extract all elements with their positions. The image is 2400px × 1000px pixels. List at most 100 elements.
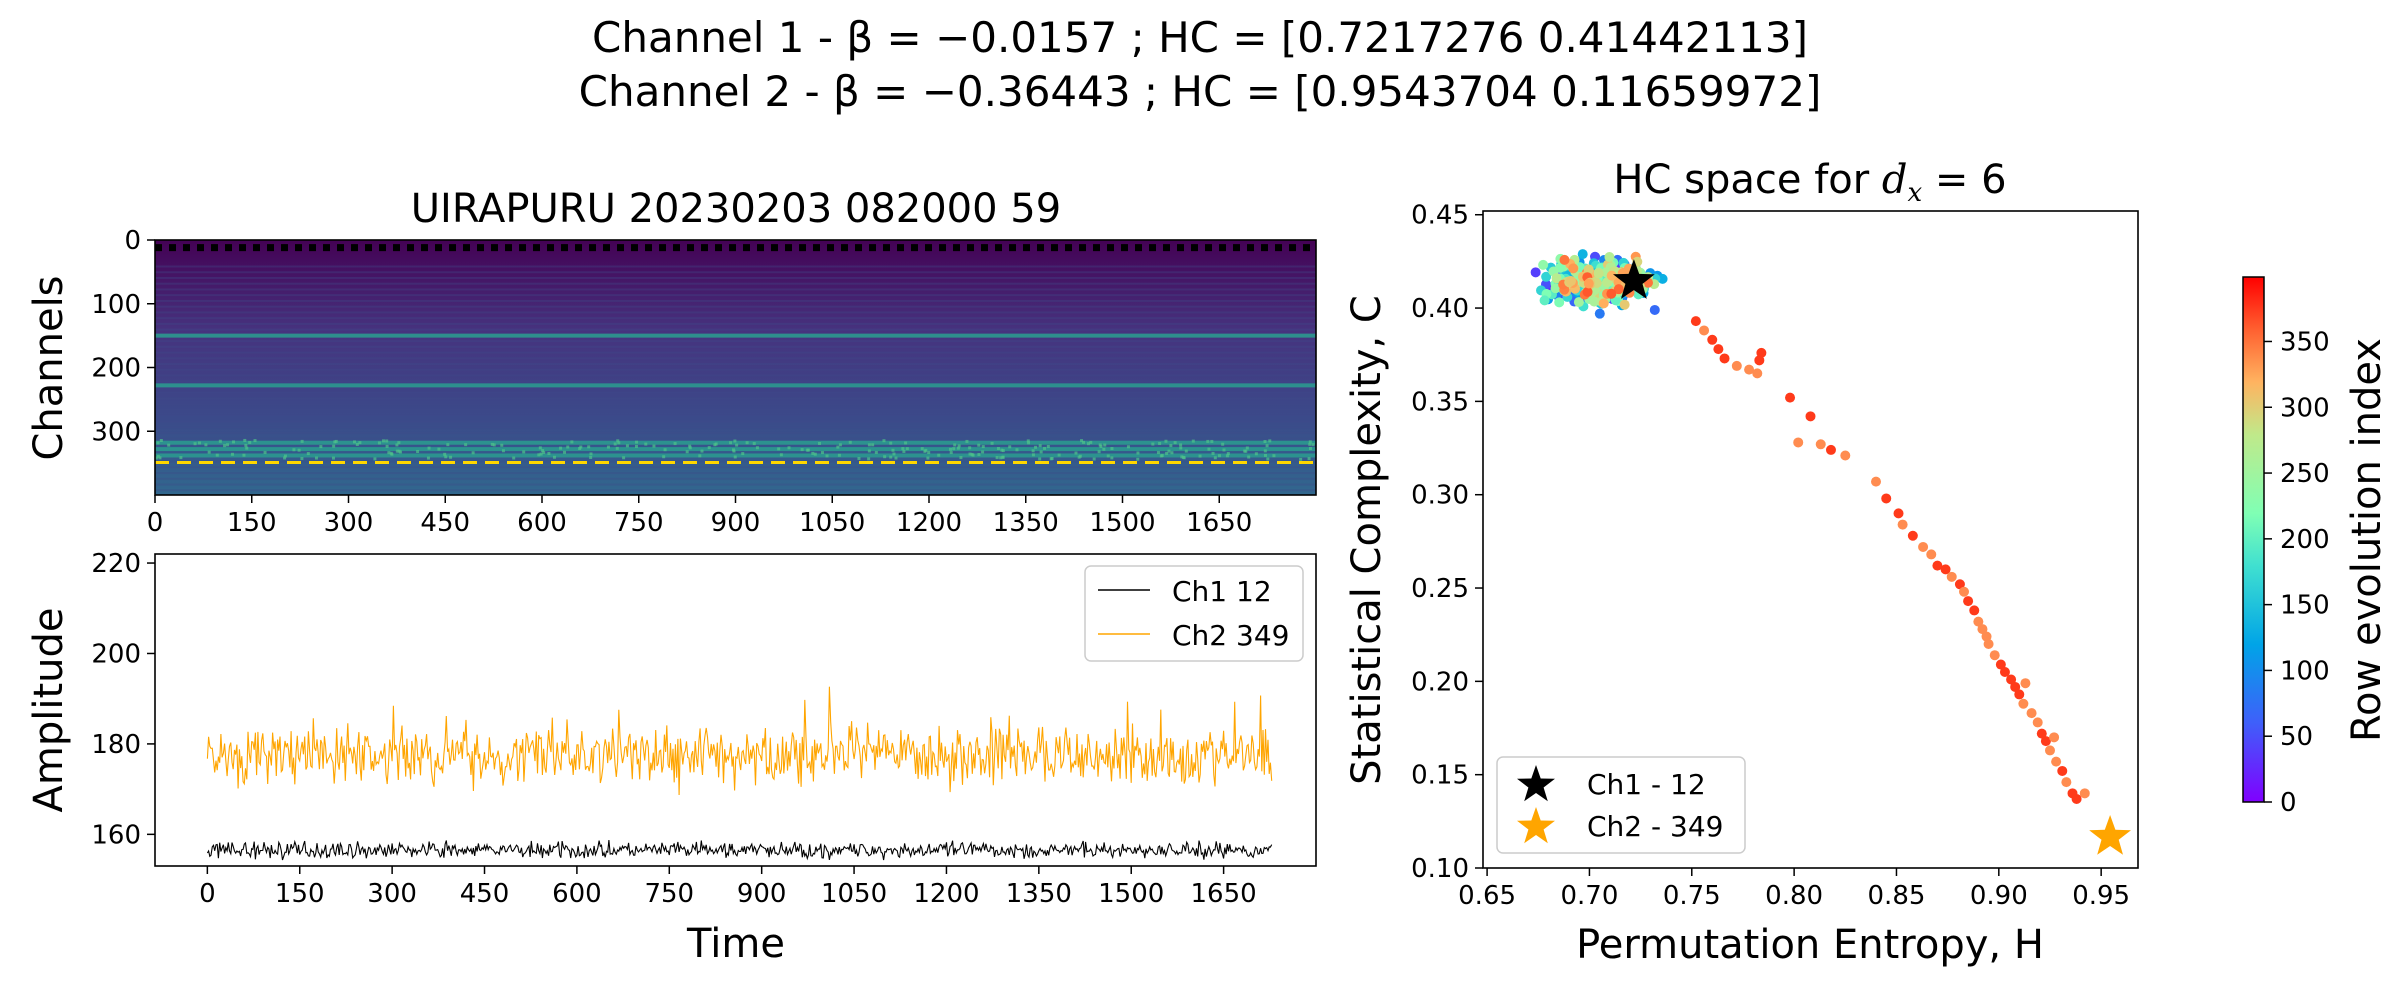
heatmap-speckle (1272, 454, 1276, 458)
heatmap-speckle (926, 456, 930, 460)
heatmap-speckle (956, 446, 960, 450)
hc-trail-point (1995, 659, 2006, 670)
hc-cluster-point (1598, 298, 1609, 309)
heatmap-speckle (882, 439, 886, 443)
heatmap-y-ticks: 0 100 200 300 (91, 226, 155, 447)
heatmap-speckle (158, 456, 162, 460)
heatmap-x-tick-label: 1050 (799, 508, 865, 538)
heatmap-speckle (1034, 445, 1038, 449)
heatmap-speckle (1000, 448, 1004, 452)
heatmap-speckle (578, 447, 582, 451)
hc-cluster-point (1583, 278, 1594, 289)
amplitude-ylabel: Amplitude (26, 608, 72, 813)
hc-trail-point (1897, 519, 1908, 530)
heatmap-x-tick-label: 1200 (896, 508, 962, 538)
heatmap-speckle (1165, 451, 1169, 455)
heatmap-speckle (1082, 440, 1086, 444)
heatmap-speckle (283, 456, 287, 460)
heatmap-faint-row (155, 477, 1316, 480)
amplitude-x-tick-label: 150 (275, 879, 325, 909)
heatmap-faint-row (155, 483, 1316, 486)
heatmap-faint-row (155, 431, 1316, 434)
hc-cluster-point (1530, 267, 1541, 278)
amplitude-frame (154, 553, 1317, 867)
heatmap-speckle (891, 448, 895, 452)
heatmap-speckle (995, 456, 999, 460)
heatmap-speckle (500, 443, 504, 447)
hc-ylabel: Statistical Complexity, C (1344, 295, 1390, 785)
heatmap-x-tick-label: 600 (517, 508, 567, 538)
hc-cluster-point (1619, 299, 1630, 310)
heatmap-speckle (243, 438, 247, 442)
hc-trail-point (1752, 368, 1763, 379)
heatmap-speckle (1213, 456, 1217, 460)
hc-trail-point (1744, 364, 1755, 375)
heatmap-speckle (867, 457, 871, 461)
heatmap-speckle (1211, 451, 1215, 455)
heatmap-speckle (1222, 448, 1226, 452)
heatmap-speckle (464, 443, 468, 447)
heatmap-speckle (449, 455, 453, 459)
heatmap-speckle (949, 447, 953, 451)
hc-trail-point (1977, 624, 1988, 635)
hc-trail-point (2061, 777, 2072, 788)
heatmap-speckle (1169, 444, 1173, 448)
heatmap-speckle (867, 443, 871, 447)
amplitude-series-line-2 (206, 686, 1273, 796)
hc-x-tick-label: 0.85 (1868, 881, 1926, 911)
heatmap-bright-row (155, 333, 1316, 338)
heatmap-speckle (731, 448, 735, 452)
heatmap-speckle (1008, 445, 1012, 449)
heatmap-speckle (953, 443, 957, 447)
heatmap-speckle (253, 439, 257, 443)
hc-cluster-point (1568, 263, 1579, 274)
heatmap-speckle (522, 450, 526, 454)
hc-cluster-point (1649, 304, 1660, 315)
heatmap-speckle (332, 444, 336, 448)
heatmap-speckle (1226, 452, 1230, 456)
heatmap-speckle (437, 447, 441, 451)
heatmap-speckle (248, 440, 252, 444)
heatmap-speckle (1206, 439, 1210, 443)
heatmap-speckle (1038, 444, 1042, 448)
legend-ch2-label: Ch2 349 (1172, 619, 1289, 652)
hc-trail-point (1815, 439, 1826, 450)
hc-trail-point (2020, 678, 2031, 689)
hc-trail-point (1893, 508, 1904, 519)
heatmap-speckle (263, 450, 267, 454)
hc-title-dx: d (1882, 157, 1908, 203)
hc-scatter-title: HC space for dx = 6 (1613, 157, 2006, 208)
heatmap-speckle (733, 455, 737, 459)
heatmap-speckle (314, 456, 318, 460)
heatmap-speckle (179, 456, 183, 460)
heatmap-speckle (167, 443, 171, 447)
hc-trail-point (1825, 444, 1836, 455)
hc-trail-point (1840, 450, 1851, 461)
hc-title-sub: x (1908, 178, 1923, 208)
heatmap-faint-row (155, 408, 1316, 411)
heatmap-speckle (1074, 451, 1078, 455)
heatmap-faint-row (155, 489, 1316, 492)
heatmap-speckle (634, 444, 638, 448)
heatmap-speckle (373, 457, 377, 461)
heatmap-speckle (1106, 454, 1110, 458)
hc-x-tick-label: 0.95 (2072, 881, 2130, 911)
hc-cluster-point (1577, 249, 1588, 260)
hc-trail-point (1756, 347, 1767, 358)
colorbar: 0 50 100 150 200 250 300 350 Row evolution inde… (2242, 276, 2390, 818)
heatmap-speckle (566, 445, 570, 449)
heatmap-speckle (811, 451, 815, 455)
hc-trail-point (1805, 411, 1816, 422)
heatmap-speckle (615, 446, 619, 450)
heatmap-speckle (1159, 454, 1163, 458)
heatmap-speckle (741, 452, 745, 456)
heatmap-speckle (1026, 439, 1030, 443)
heatmap-x-tick-label: 1650 (1186, 508, 1252, 538)
hc-trail-point (1719, 353, 1730, 364)
heatmap-faint-row (155, 374, 1316, 377)
heatmap-faint-row (155, 328, 1316, 331)
hc-cluster-point (1539, 295, 1550, 306)
heatmap-speckle (1136, 457, 1140, 461)
heatmap-speckle (1027, 441, 1031, 445)
hc-xlabel: Permutation Entropy, H (1576, 922, 2044, 968)
